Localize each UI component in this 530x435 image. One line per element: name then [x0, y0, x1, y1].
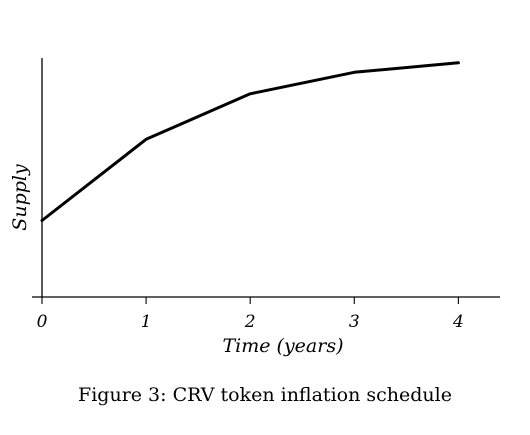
chart: 0 1 2 3 4 Time (years) Supply [9, 58, 500, 357]
x-tick-label: 4 [452, 312, 464, 332]
x-tick-labels: 0 1 2 3 4 [37, 312, 464, 332]
x-tick-label: 3 [349, 312, 360, 332]
x-axis-label: Time (years) [222, 335, 343, 357]
y-axis-label: Supply [9, 164, 31, 231]
x-tick-label: 2 [244, 312, 256, 332]
x-ticks [41, 297, 459, 304]
x-tick-label: 1 [141, 312, 152, 332]
series-line [40, 61, 460, 222]
figure-caption: Figure 3: CRV token inflation schedule [78, 384, 452, 406]
x-tick-label: 0 [37, 312, 48, 332]
series-group [40, 61, 460, 222]
